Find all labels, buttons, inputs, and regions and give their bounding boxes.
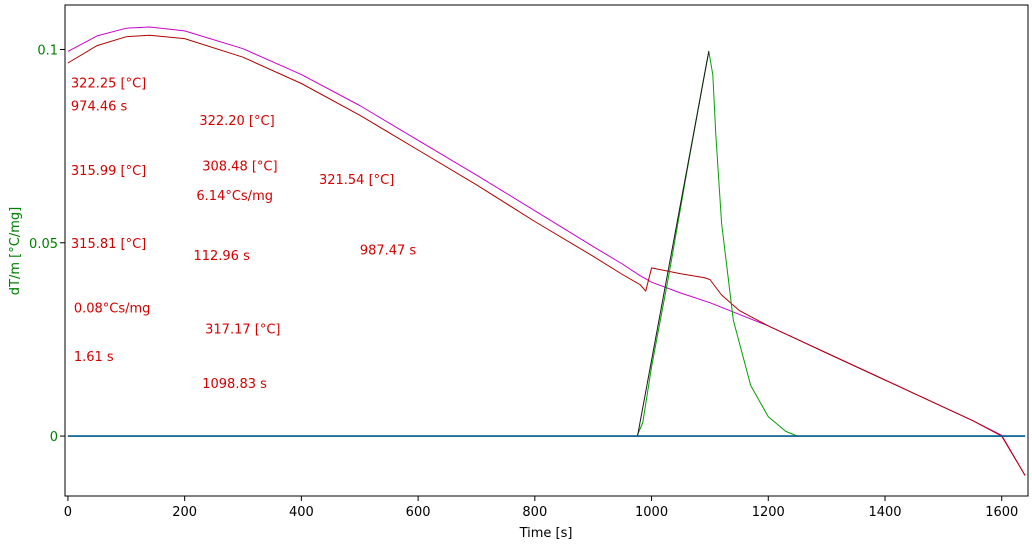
x-tick-label: 800	[522, 505, 547, 520]
series-line-3	[637, 51, 710, 437]
x-axis-title: Time [s]	[519, 526, 573, 541]
annotation-label: 6.14°Cs/mg	[196, 189, 273, 204]
annotation-label: 315.99 [°C]	[71, 164, 146, 179]
annotation-label: 987.47 s	[360, 243, 417, 258]
y-tick-label: 0.05	[29, 237, 58, 252]
annotation-label: 112.96 s	[193, 249, 250, 264]
x-tick-label: 200	[172, 505, 197, 520]
annotation-label: 308.48 [°C]	[202, 159, 277, 174]
x-tick-label: 600	[406, 505, 431, 520]
series-line-1	[67, 34, 1026, 476]
annotation-layer: 322.25 [°C] 974.46 s 322.20 [°C] 315.99 [°C…	[71, 76, 417, 392]
annotation-label: 322.20 [°C]	[199, 114, 274, 129]
plot-frame	[64, 4, 1029, 497]
x-tick-label: 1000	[635, 505, 668, 520]
annotation-label: 322.25 [°C]	[71, 76, 146, 91]
x-tick-label: 1200	[752, 505, 785, 520]
x-tick-label: 0	[64, 505, 72, 520]
series-layer	[67, 26, 1026, 476]
y-axis-title: dT/m [°C/mg]	[8, 207, 23, 295]
x-tick-label: 400	[289, 505, 314, 520]
annotation-label: 0.08°Cs/mg	[74, 301, 151, 316]
annotation-label: 317.17 [°C]	[205, 323, 280, 338]
x-tick-label: 1600	[985, 505, 1018, 520]
annotation-label: 315.81 [°C]	[71, 237, 146, 252]
y-axis: 0 0.05 0.1	[29, 43, 65, 445]
annotation-label: 1098.83 s	[202, 377, 267, 392]
x-axis: 0 200 400 600 800 1000 1200 1400 1600	[64, 496, 1018, 520]
annotation-label: 1.61 s	[74, 350, 114, 365]
annotation-label: 321.54 [°C]	[319, 173, 394, 188]
x-tick-label: 1400	[868, 505, 901, 520]
series-line-2	[67, 50, 1026, 437]
y-tick-label: 0.1	[37, 43, 58, 58]
annotation-label: 974.46 s	[71, 100, 128, 115]
y-tick-label: 0	[50, 430, 58, 445]
